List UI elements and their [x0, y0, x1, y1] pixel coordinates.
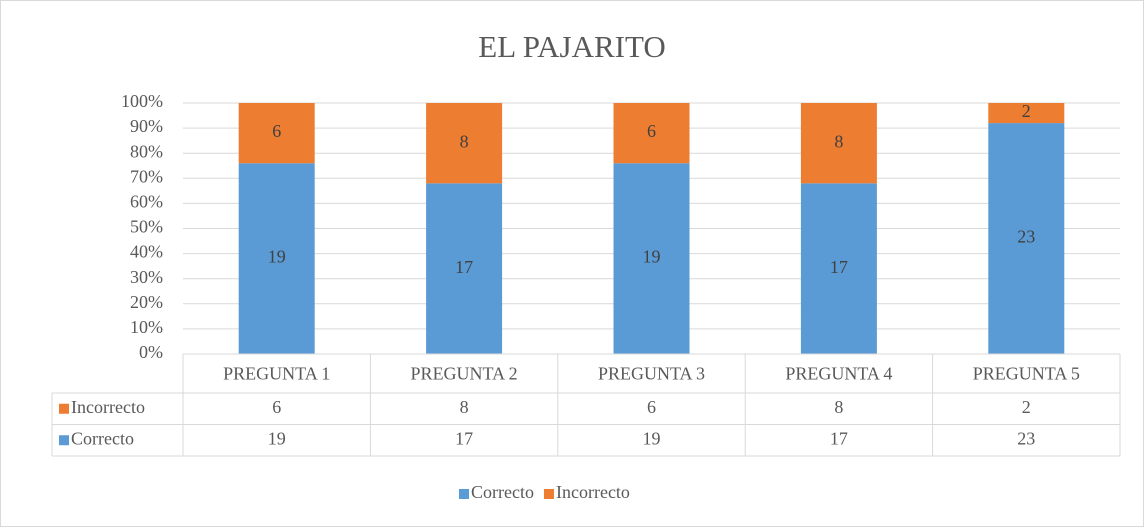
bar [426, 103, 503, 184]
legend-swatch [543, 489, 554, 499]
table-row-label: Incorrecto [71, 397, 145, 417]
chart-title: EL PAJARITO [478, 29, 665, 64]
data-label: 6 [272, 121, 281, 141]
bar [613, 163, 690, 354]
data-label: 19 [268, 247, 286, 267]
legend-swatch [59, 435, 69, 446]
table-cell: 6 [272, 397, 281, 417]
legend-swatch [459, 489, 469, 499]
table-cell: 2 [1022, 397, 1031, 417]
legend-label: Correcto [471, 482, 534, 502]
data-label: 23 [1017, 227, 1035, 247]
x-tick-label: PREGUNTA 5 [973, 364, 1080, 384]
bar [426, 183, 503, 354]
bar [800, 103, 877, 184]
x-tick-label: PREGUNTA 1 [223, 364, 330, 384]
table-cell: 8 [834, 397, 843, 417]
y-tick-label: 90% [130, 116, 163, 136]
legend-swatch [59, 403, 69, 414]
y-tick-label: 40% [130, 242, 163, 262]
y-tick-label: 30% [130, 267, 163, 287]
y-tick-label: 60% [130, 192, 163, 212]
y-tick-label: 70% [130, 166, 163, 186]
table-cell: 6 [647, 397, 656, 417]
table-cell: 23 [1017, 428, 1035, 448]
data-label: 2 [1022, 101, 1031, 121]
data-label: 8 [834, 131, 843, 151]
data-label: 6 [647, 121, 656, 141]
data-label: 8 [460, 131, 469, 151]
bar [800, 183, 877, 354]
table-cell: 8 [460, 397, 469, 417]
y-tick-label: 50% [130, 217, 163, 237]
bar [988, 103, 1065, 124]
x-tick-label: PREGUNTA 2 [411, 364, 518, 384]
data-label: 17 [830, 257, 848, 277]
table-cell: 19 [268, 428, 286, 448]
x-tick-label: PREGUNTA 3 [598, 364, 705, 384]
table-cell: 17 [455, 428, 473, 448]
legend-label: Incorrecto [556, 482, 630, 502]
y-tick-label: 100% [121, 91, 163, 111]
data-label: 19 [643, 247, 661, 267]
data-label: 17 [455, 257, 473, 277]
bar [238, 103, 315, 164]
y-tick-label: 0% [139, 342, 163, 362]
y-tick-label: 80% [130, 141, 163, 161]
bar [238, 163, 315, 354]
x-tick-label: PREGUNTA 4 [785, 364, 892, 384]
table-cell: 19 [643, 428, 661, 448]
table-row-label: Correcto [71, 428, 134, 448]
table-cell: 17 [830, 428, 848, 448]
y-tick-label: 10% [130, 317, 163, 337]
bar [988, 123, 1065, 354]
y-tick-label: 20% [130, 292, 163, 312]
bar [613, 103, 690, 164]
